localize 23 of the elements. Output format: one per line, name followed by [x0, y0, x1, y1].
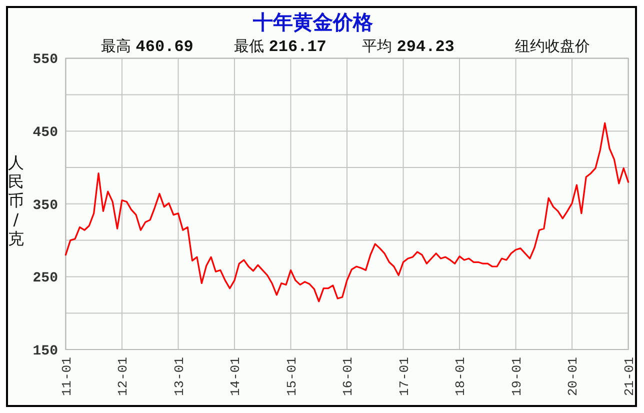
x-tick-label: 21-01 [622, 356, 637, 396]
chart-title: 十年黄金价格 [252, 10, 374, 34]
x-tick-label: 17-01 [396, 356, 412, 396]
y-tick-label: 250 [32, 270, 58, 287]
x-tick-label: 20-01 [566, 356, 581, 396]
text: 最高 460.69 [101, 37, 194, 56]
text: 纽约收盘价 [515, 37, 590, 55]
y-tick-label: 150 [32, 343, 58, 360]
y-tick-label: 350 [32, 198, 58, 214]
y-tick-label: 450 [32, 125, 58, 141]
x-tick-label: 15-01 [284, 356, 300, 396]
x-tick-label: 16-01 [340, 356, 356, 396]
x-tick-label: 18-01 [453, 356, 468, 396]
text: 最低 216.17 [234, 37, 326, 56]
x-tick-label: 11-01 [59, 356, 74, 396]
x-tick-label: 14-01 [228, 356, 244, 396]
x-tick-label: 19-01 [509, 356, 524, 396]
y-axis-title: 人民币/克 [8, 153, 24, 248]
x-tick-label: 12-01 [116, 356, 131, 396]
line-series [64, 122, 630, 302]
text: 平均 294.23 [362, 37, 454, 56]
y-tick-label: 550 [32, 52, 58, 68]
x-tick-label: 13-01 [172, 356, 187, 396]
